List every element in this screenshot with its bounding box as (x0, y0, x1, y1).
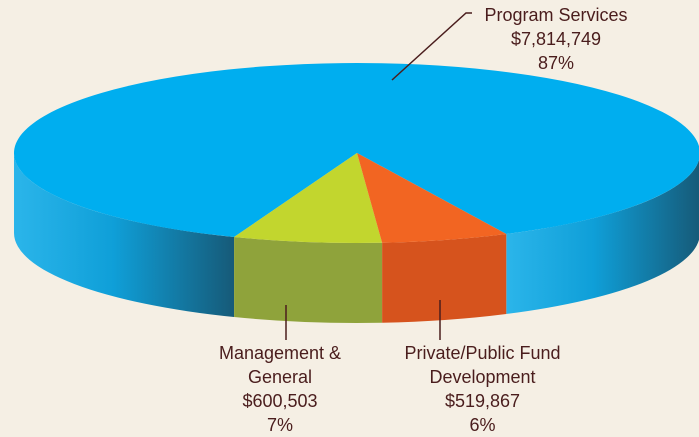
amount-label: $7,814,749 (510, 29, 602, 49)
leader-line (391, 12, 472, 81)
slice-side (14, 153, 235, 318)
slice-side (506, 159, 699, 315)
category-label: Program Services (484, 5, 628, 25)
slice-label: Program Services $7,814,749 87% (456, 3, 656, 75)
value-label: 6% (469, 415, 496, 435)
slice-side (234, 237, 383, 323)
value-label: 87% (537, 53, 575, 73)
value-label: 7% (266, 415, 293, 435)
slice-label: Management & General $600,503 7% (205, 341, 355, 437)
category-label: Management & General (218, 343, 342, 387)
slice (234, 153, 383, 243)
slice-side (382, 234, 507, 323)
amount-label: $519,867 (444, 391, 521, 411)
slice-label: Private/Public Fund Development $519,867 6… (400, 341, 565, 437)
amount-label: $600,503 (242, 391, 318, 411)
slice (357, 153, 507, 243)
slice (14, 63, 699, 238)
category-label: Private/Public Fund Development (404, 343, 561, 387)
